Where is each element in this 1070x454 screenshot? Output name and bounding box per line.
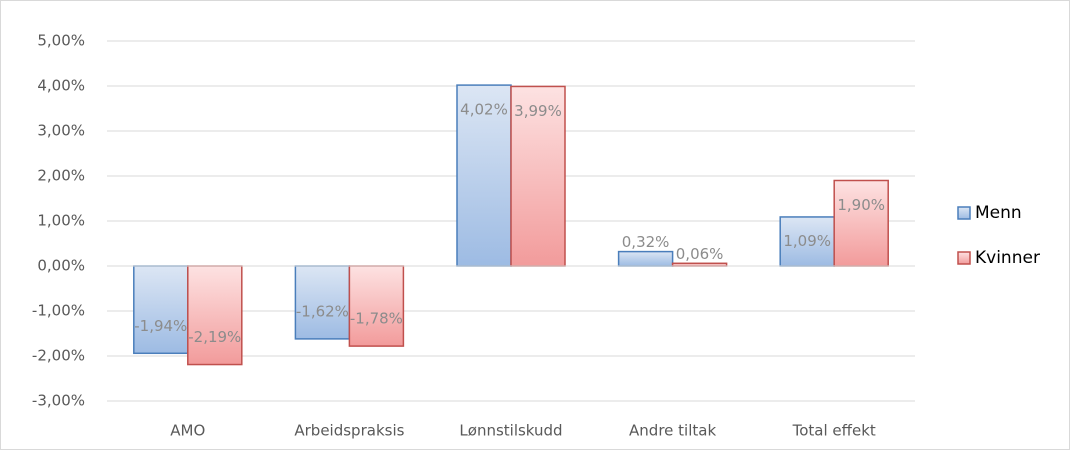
bar [833,179,889,267]
y-tick-label: -3,00% [32,392,85,410]
x-tick-label: Andre tiltak [629,422,716,440]
y-tick-label: 4,00% [37,77,85,95]
value-label: -1,78% [350,310,403,328]
legend-swatch [957,206,971,220]
bar [133,265,189,355]
y-tick-label: 2,00% [37,167,85,185]
x-tick-label: Lønnstilskudd [459,422,562,440]
value-label: 0,32% [622,233,670,251]
y-tick-label: 1,00% [37,212,85,230]
bar [779,216,835,267]
y-tick-label: 5,00% [37,32,85,50]
y-tick-label: 3,00% [37,122,85,140]
legend-swatch [957,251,971,265]
x-tick-label: Total effekt [792,422,876,440]
x-tick-label: Arbeidspraksis [294,422,404,440]
legend-label: Menn [975,203,1022,223]
value-label: 3,99% [514,102,562,120]
legend-label: Kvinner [975,248,1040,268]
value-label: -1,94% [134,317,187,335]
value-label: -2,19% [188,328,241,346]
value-label: 0,06% [676,245,724,263]
value-label: 1,90% [837,196,885,214]
bar [187,265,243,366]
bar [348,265,405,347]
bar [510,85,566,267]
value-label: 1,09% [783,232,831,250]
x-tick-label: AMO [170,422,205,440]
value-label: 4,02% [460,101,508,119]
y-tick-label: -1,00% [32,302,85,320]
y-tick-label: -2,00% [32,347,85,365]
y-tick-label: 0,00% [37,257,85,275]
bar [617,250,674,267]
value-label: -1,62% [296,302,349,320]
